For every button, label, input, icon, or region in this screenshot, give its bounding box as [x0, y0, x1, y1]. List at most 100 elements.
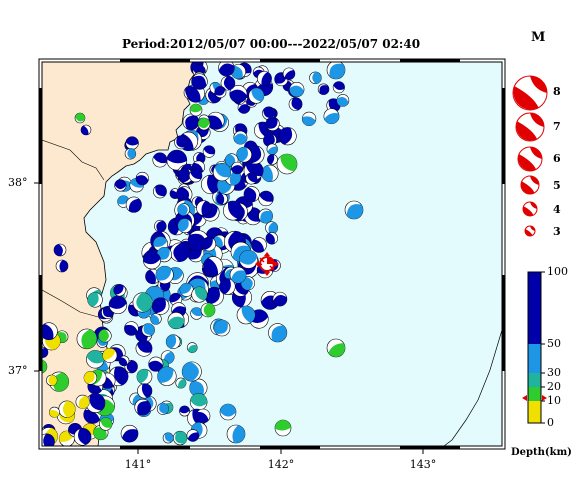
earthquake-event[interactable] — [86, 350, 105, 369]
earthquake-event[interactable] — [33, 359, 48, 374]
earthquake-event[interactable] — [251, 237, 267, 253]
earthquake-event[interactable] — [288, 97, 303, 111]
earthquake-event[interactable] — [236, 305, 256, 325]
earthquake-event[interactable] — [239, 249, 258, 269]
earthquake-event[interactable] — [265, 232, 278, 245]
earthquake-event[interactable] — [202, 145, 216, 158]
earthquake-event[interactable] — [173, 430, 188, 446]
earthquake-event[interactable] — [135, 339, 153, 357]
earthquake-event[interactable] — [118, 355, 130, 367]
earthquake-event[interactable] — [150, 313, 162, 325]
earthquake-event[interactable] — [175, 377, 187, 389]
earthquake-event[interactable] — [274, 419, 292, 437]
earthquake-event[interactable] — [136, 368, 153, 385]
earthquake-event[interactable] — [276, 153, 298, 175]
earthquake-event[interactable] — [99, 417, 113, 431]
earthquake-event[interactable] — [326, 338, 346, 358]
earthquake-event[interactable] — [162, 432, 174, 444]
earthquake-event[interactable] — [191, 286, 208, 303]
earthquake-event[interactable] — [258, 190, 274, 207]
earthquake-event[interactable] — [289, 81, 305, 98]
earthquake-event[interactable] — [152, 152, 168, 168]
earthquake-event[interactable] — [151, 297, 170, 315]
earthquake-event[interactable] — [156, 246, 172, 263]
earthquake-event[interactable] — [265, 221, 279, 235]
earthquake-event[interactable] — [326, 61, 346, 80]
earthquake-event[interactable] — [76, 328, 98, 350]
earthquake-event[interactable] — [108, 295, 128, 315]
earthquake-event[interactable] — [148, 356, 164, 372]
earthquake-event[interactable] — [143, 251, 161, 270]
earthquake-event[interactable] — [216, 193, 228, 205]
earthquake-event[interactable] — [134, 398, 151, 416]
earthquake-event[interactable] — [83, 371, 98, 385]
earthquake-event[interactable] — [189, 393, 208, 411]
earthquake-event[interactable] — [73, 428, 92, 446]
earthquake-event[interactable] — [141, 323, 155, 337]
earthquake-event[interactable] — [125, 136, 139, 150]
earthquake-event[interactable] — [124, 321, 139, 336]
earthquake-event[interactable] — [214, 86, 227, 99]
earthquake-event[interactable] — [267, 154, 278, 165]
earthquake-event[interactable] — [301, 111, 317, 127]
earthquake-event[interactable] — [323, 108, 340, 125]
earthquake-event[interactable] — [58, 400, 76, 418]
earthquake-event[interactable] — [80, 124, 92, 136]
earthquake-event[interactable] — [282, 67, 296, 80]
earthquake-event[interactable] — [332, 81, 345, 94]
earthquake-event[interactable] — [226, 424, 246, 444]
earthquake-event[interactable] — [120, 424, 139, 443]
earthquake-event[interactable] — [206, 111, 225, 130]
earthquake-event[interactable] — [113, 284, 126, 297]
earthquake-event[interactable] — [169, 242, 190, 263]
earthquake-event[interactable] — [200, 302, 216, 318]
earthquake-event[interactable] — [190, 307, 203, 320]
earthquake-event[interactable] — [262, 106, 276, 121]
earthquake-event[interactable] — [223, 200, 243, 221]
earthquake-event[interactable] — [155, 265, 174, 284]
earthquake-event[interactable] — [179, 405, 190, 417]
earthquake-event[interactable] — [218, 60, 235, 77]
earthquake-event[interactable] — [261, 164, 279, 183]
earthquake-event[interactable] — [188, 169, 203, 183]
earthquake-event[interactable] — [233, 130, 248, 145]
earthquake-event[interactable] — [248, 87, 265, 104]
earthquake-event[interactable] — [309, 71, 322, 85]
earthquake-event[interactable] — [154, 219, 167, 233]
earthquake-event[interactable] — [137, 383, 153, 399]
earthquake-event[interactable] — [258, 208, 273, 224]
earthquake-event[interactable] — [236, 146, 252, 163]
earthquake-event[interactable] — [219, 403, 237, 421]
earthquake-event[interactable] — [74, 112, 86, 124]
earthquake-event[interactable] — [213, 319, 231, 337]
earthquake-event[interactable] — [124, 359, 138, 374]
earthquake-event[interactable] — [229, 266, 247, 284]
earthquake-event[interactable] — [266, 143, 278, 155]
earthquake-event[interactable] — [167, 312, 185, 330]
earthquake-event[interactable] — [265, 116, 280, 131]
earthquake-event[interactable] — [243, 186, 260, 203]
earthquake-event[interactable] — [220, 75, 236, 91]
earthquake-event[interactable] — [201, 236, 217, 252]
earthquake-event[interactable] — [38, 346, 49, 358]
earthquake-event[interactable] — [135, 171, 149, 186]
earthquake-event[interactable] — [317, 83, 330, 95]
earthquake-event[interactable] — [257, 71, 272, 86]
earthquake-event[interactable] — [197, 117, 211, 131]
earthquake-event[interactable] — [278, 127, 297, 146]
earthquake-event[interactable] — [196, 200, 212, 216]
earthquake-event[interactable] — [132, 292, 153, 313]
earthquake-event[interactable] — [157, 366, 177, 386]
earthquake-event[interactable] — [156, 402, 169, 415]
earthquake-event[interactable] — [165, 334, 181, 350]
earthquake-event[interactable] — [336, 94, 350, 107]
earthquake-event[interactable] — [179, 282, 194, 297]
earthquake-event[interactable] — [195, 408, 211, 424]
earthquake-event[interactable] — [344, 200, 364, 220]
earthquake-event[interactable] — [48, 406, 60, 418]
earthquake-event[interactable] — [40, 322, 58, 341]
earthquake-event[interactable] — [102, 348, 118, 363]
earthquake-event[interactable] — [203, 256, 224, 277]
earthquake-event[interactable] — [177, 168, 194, 184]
earthquake-event[interactable] — [114, 179, 127, 192]
